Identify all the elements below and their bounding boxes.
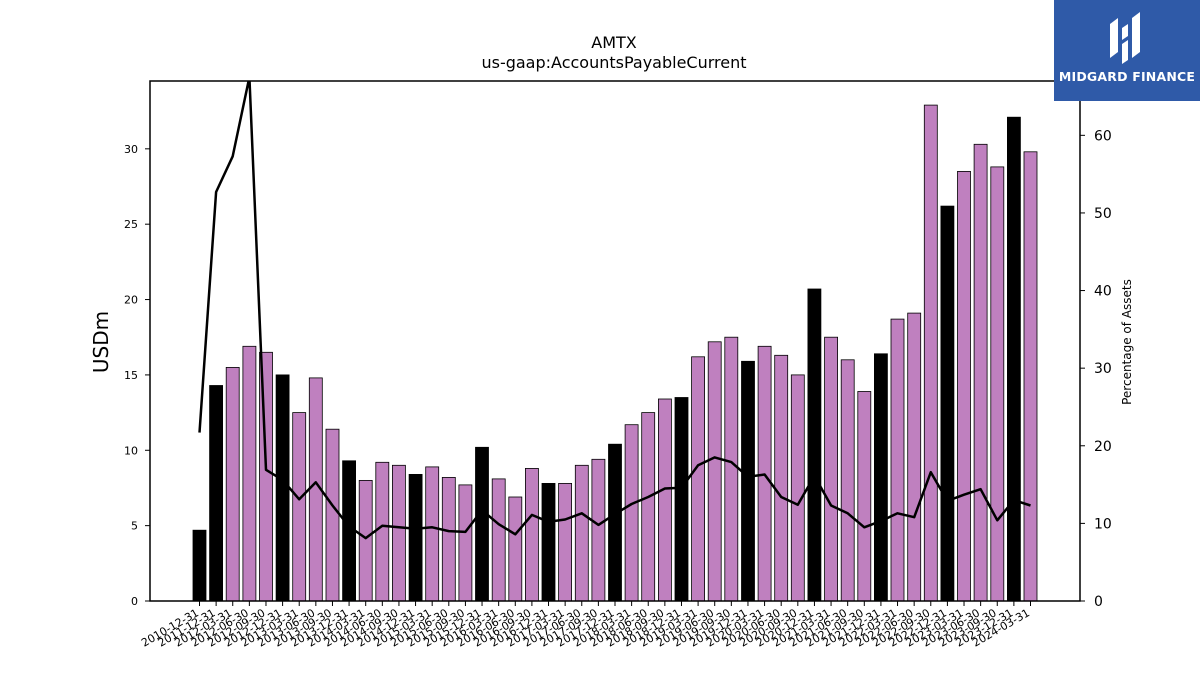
chart-title: AMTX bbox=[591, 33, 637, 52]
bar-2015-03-31 bbox=[425, 466, 440, 602]
bar-2013-09-30 bbox=[325, 428, 340, 602]
bar-2011-12-31 bbox=[209, 385, 224, 602]
bar-2013-03-31 bbox=[292, 412, 307, 602]
y2-tick-label: 40 bbox=[1094, 284, 1112, 300]
y2-tick-label: 50 bbox=[1094, 206, 1112, 222]
bar-2017-09-30 bbox=[591, 458, 606, 602]
bar-2024-03-31 bbox=[1023, 151, 1038, 602]
bar-2016-12-31 bbox=[541, 482, 556, 602]
bar-2020-09-30 bbox=[790, 374, 805, 602]
y2-axis-label: Percentage of Assets bbox=[1120, 279, 1134, 405]
bar-2021-12-31 bbox=[874, 353, 888, 602]
y-tick-label: 10 bbox=[124, 444, 138, 457]
y2-tick-label: 0 bbox=[1094, 594, 1103, 610]
y-tick-label: 15 bbox=[124, 369, 138, 382]
y2-tick-label: 60 bbox=[1094, 128, 1112, 144]
bar-2012-12-31 bbox=[275, 374, 290, 602]
y-tick-label: 30 bbox=[124, 143, 138, 156]
bar-2018-03-31 bbox=[624, 424, 639, 602]
y-tick-label: 0 bbox=[131, 595, 138, 608]
y-tick-label: 25 bbox=[124, 218, 138, 231]
bar-2015-12-31 bbox=[475, 446, 489, 602]
y2-tick-label: 20 bbox=[1094, 439, 1112, 455]
bar-2023-03-31 bbox=[957, 170, 971, 602]
bar-2021-09-30 bbox=[857, 391, 872, 602]
bar-2014-09-30 bbox=[391, 464, 406, 602]
percentage-of-assets-line bbox=[198, 81, 1031, 540]
bar-2015-06-30 bbox=[441, 476, 456, 602]
bar-2012-06-30 bbox=[242, 345, 257, 602]
bar-2023-09-30 bbox=[990, 166, 1005, 602]
bar-2018-09-30 bbox=[658, 398, 672, 602]
y-tick-label: 20 bbox=[124, 294, 138, 307]
bar-2016-06-30 bbox=[508, 496, 523, 602]
bar-2019-12-31 bbox=[741, 360, 755, 602]
bar-2021-03-31 bbox=[824, 336, 838, 602]
bar-2017-03-31 bbox=[558, 482, 572, 602]
y2-tick-label: 10 bbox=[1094, 516, 1112, 532]
bar-2022-03-31 bbox=[890, 318, 905, 602]
logo-text: MIDGARD FINANCE bbox=[1058, 69, 1196, 84]
y-tick-label: 5 bbox=[131, 520, 138, 533]
bar-2020-06-30 bbox=[774, 354, 789, 602]
bar-2019-03-31 bbox=[691, 356, 705, 602]
y-axis-label: USDm bbox=[89, 311, 113, 373]
bar-2022-06-30 bbox=[907, 312, 922, 602]
bar-2019-09-30 bbox=[724, 336, 739, 602]
bar-2014-12-31 bbox=[408, 473, 423, 602]
bar-2017-12-31 bbox=[608, 443, 622, 602]
bar-2017-06-30 bbox=[574, 464, 589, 602]
bar-2018-12-31 bbox=[674, 397, 689, 602]
logo-mark-icon bbox=[1110, 12, 1140, 64]
bar-2018-06-30 bbox=[641, 412, 656, 602]
bar-2014-06-30 bbox=[375, 461, 390, 602]
bar-2022-12-31 bbox=[940, 205, 955, 602]
bar-2016-03-31 bbox=[491, 478, 506, 602]
bar-2019-06-30 bbox=[707, 341, 722, 602]
bar-2023-12-31 bbox=[1007, 116, 1021, 602]
bar-2010-12-31 bbox=[192, 529, 207, 602]
bar-2021-06-30 bbox=[840, 359, 855, 602]
bar-2020-12-31 bbox=[807, 288, 822, 602]
chart-subtitle: us-gaap:AccountsPayableCurrent bbox=[481, 53, 746, 72]
bar-2023-06-30 bbox=[973, 143, 988, 602]
bar-2022-09-30 bbox=[923, 104, 938, 602]
midgard-finance-logo: MIDGARD FINANCE bbox=[1054, 0, 1200, 101]
bar-2012-03-31 bbox=[225, 366, 240, 602]
bar-2016-09-30 bbox=[525, 467, 539, 602]
bar-2015-09-30 bbox=[458, 484, 473, 602]
bar-2014-03-31 bbox=[358, 479, 373, 602]
y2-tick-label: 30 bbox=[1094, 361, 1112, 377]
